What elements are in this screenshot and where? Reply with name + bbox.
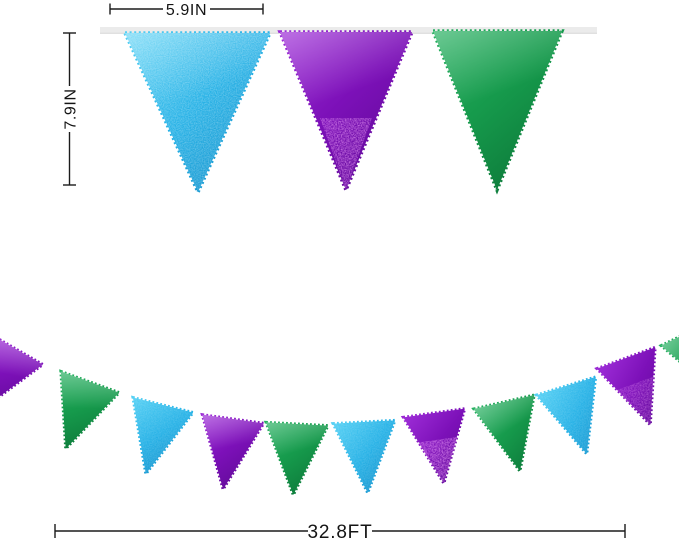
sheen-overlay bbox=[280, 32, 412, 190]
small-pennant-11-green bbox=[658, 316, 679, 400]
small-pennant-10-purple bbox=[594, 345, 657, 429]
garland bbox=[0, 316, 679, 499]
sheen-overlay bbox=[60, 371, 120, 449]
glitter-overlay bbox=[132, 397, 194, 474]
length-dimension: 32.8FT bbox=[54, 522, 626, 542]
small-pennant-4-purple bbox=[200, 412, 267, 494]
small-pennant-3-blue bbox=[131, 395, 196, 478]
sheen-overlay bbox=[433, 31, 562, 190]
large-pennant-blue bbox=[122, 31, 273, 197]
small-pennant-6-blue bbox=[330, 418, 398, 497]
sparkle-tip-overlay bbox=[417, 436, 458, 484]
width-dimension: 5.9IN bbox=[109, 2, 264, 19]
sheen-overlay bbox=[125, 33, 270, 192]
sheen-overlay bbox=[202, 414, 264, 490]
small-pennant-7-purple bbox=[400, 406, 467, 488]
small-pennant-8-green bbox=[471, 393, 537, 475]
width-dimension-label: 5.9IN bbox=[166, 2, 207, 19]
ribbon-strip bbox=[100, 27, 597, 33]
small-pennant-1-purple bbox=[0, 331, 46, 414]
small-pennant-2-green bbox=[59, 369, 122, 453]
small-pennant-5-green bbox=[263, 420, 331, 499]
large-pennant-purple bbox=[277, 30, 415, 195]
height-dimension-label: 7.9IN bbox=[63, 88, 80, 129]
sheen-overlay bbox=[473, 395, 535, 472]
glitter-overlay bbox=[536, 376, 596, 454]
small-pennant-9-blue bbox=[533, 374, 598, 458]
sparkle-tip-overlay bbox=[616, 376, 655, 425]
pennant-triangle bbox=[658, 316, 679, 400]
sheen-overlay bbox=[266, 422, 328, 495]
glitter-overlay bbox=[333, 420, 395, 493]
sheen-overlay bbox=[661, 318, 679, 396]
large-pennant-green bbox=[430, 29, 565, 195]
length-dimension-label: 32.8FT bbox=[308, 522, 373, 542]
sheen-overlay bbox=[0, 333, 43, 411]
height-dimension: 7.9IN bbox=[63, 32, 80, 186]
